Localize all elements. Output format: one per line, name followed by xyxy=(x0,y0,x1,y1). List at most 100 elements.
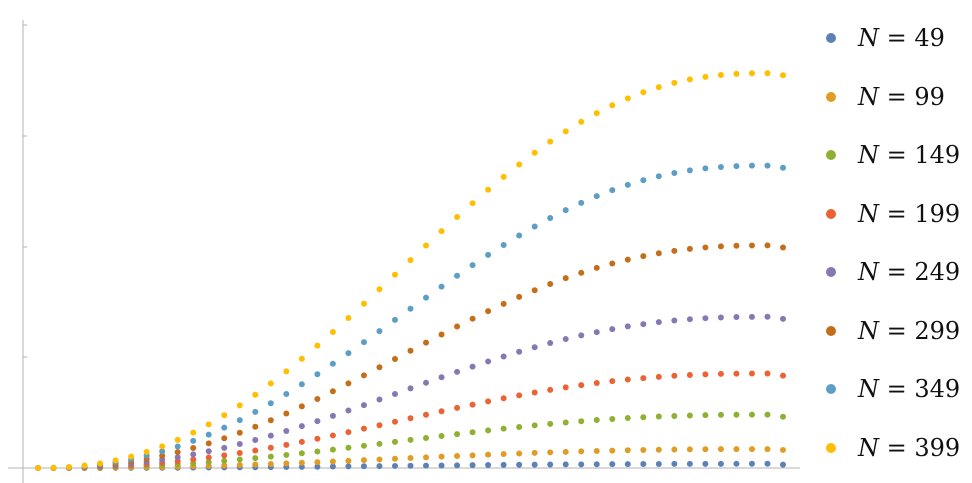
data-point xyxy=(655,319,662,326)
data-point xyxy=(298,381,305,388)
data-point xyxy=(748,446,755,453)
data-point xyxy=(376,396,383,403)
data-point xyxy=(562,275,569,282)
data-point xyxy=(717,243,724,250)
data-point xyxy=(360,442,367,449)
legend-label: N = 249 xyxy=(858,258,961,286)
data-point xyxy=(283,451,290,458)
data-point xyxy=(407,455,414,462)
data-point xyxy=(298,403,305,410)
data-point xyxy=(578,382,585,389)
data-point xyxy=(159,448,166,455)
data-point xyxy=(547,340,554,347)
data-point xyxy=(391,356,398,363)
data-point xyxy=(702,371,709,378)
data-point xyxy=(500,353,507,360)
data-point xyxy=(624,323,631,330)
data-point xyxy=(671,412,678,419)
data-point xyxy=(733,163,740,170)
data-point xyxy=(128,453,135,460)
data-point xyxy=(314,448,321,455)
data-point xyxy=(500,395,507,402)
data-point xyxy=(609,260,616,267)
data-point xyxy=(671,317,678,324)
legend-item: N = 399 xyxy=(820,428,960,468)
data-point xyxy=(640,253,647,260)
data-point xyxy=(205,448,212,455)
data-point xyxy=(609,461,616,468)
legend-item: N = 249 xyxy=(820,252,960,292)
data-point xyxy=(221,412,228,419)
data-point xyxy=(360,463,367,470)
data-point xyxy=(780,315,786,322)
legend-marker-icon xyxy=(826,208,836,219)
data-point xyxy=(686,316,693,323)
data-point xyxy=(609,102,616,109)
data-point xyxy=(205,431,212,438)
data-point xyxy=(423,454,430,461)
data-point xyxy=(671,460,678,467)
data-point xyxy=(702,244,709,251)
data-point xyxy=(733,314,740,321)
data-point xyxy=(640,89,647,96)
data-point xyxy=(531,461,538,468)
data-point xyxy=(221,452,228,459)
legend-item: N = 299 xyxy=(820,311,960,351)
data-point xyxy=(360,425,367,432)
data-point xyxy=(485,398,492,405)
data-point xyxy=(329,412,336,419)
data-point xyxy=(190,445,197,452)
data-point xyxy=(780,72,786,79)
data-point xyxy=(748,313,755,320)
data-point xyxy=(531,422,538,429)
data-point xyxy=(531,149,538,156)
data-point xyxy=(702,73,709,80)
data-point xyxy=(469,429,476,436)
data-point xyxy=(717,314,724,321)
data-point xyxy=(283,368,290,375)
data-point xyxy=(376,463,383,470)
data-point xyxy=(717,411,724,418)
data-point xyxy=(717,460,724,467)
data-point xyxy=(469,462,476,469)
data-point xyxy=(640,321,647,328)
data-point xyxy=(531,223,538,230)
data-point xyxy=(624,256,631,263)
data-point xyxy=(469,262,476,269)
data-point xyxy=(438,408,445,415)
data-point xyxy=(438,228,445,235)
data-point xyxy=(593,329,600,336)
data-point xyxy=(671,169,678,176)
data-point xyxy=(655,173,662,180)
data-point xyxy=(360,339,367,346)
data-point xyxy=(252,455,259,462)
data-point xyxy=(516,232,523,239)
data-point xyxy=(423,411,430,418)
data-point xyxy=(329,432,336,439)
data-point xyxy=(686,371,693,378)
data-point xyxy=(159,452,166,459)
data-point xyxy=(702,446,709,453)
data-point xyxy=(516,348,523,355)
data-point xyxy=(345,315,352,321)
data-point xyxy=(531,389,538,396)
data-point xyxy=(609,187,616,194)
data-point xyxy=(314,459,321,466)
data-point xyxy=(469,315,476,322)
data-point xyxy=(485,251,492,258)
legend-marker-icon xyxy=(826,267,836,277)
data-point xyxy=(655,446,662,453)
data-point xyxy=(485,451,492,458)
data-point xyxy=(516,161,523,168)
data-point xyxy=(35,465,41,471)
data-point xyxy=(578,118,585,125)
data-point xyxy=(97,460,104,467)
data-point xyxy=(252,447,259,454)
data-point xyxy=(717,370,724,377)
data-point xyxy=(562,419,569,426)
data-point xyxy=(360,372,367,379)
data-point xyxy=(562,336,569,343)
data-point xyxy=(578,461,585,468)
data-point xyxy=(438,462,445,469)
data-point xyxy=(283,460,290,467)
